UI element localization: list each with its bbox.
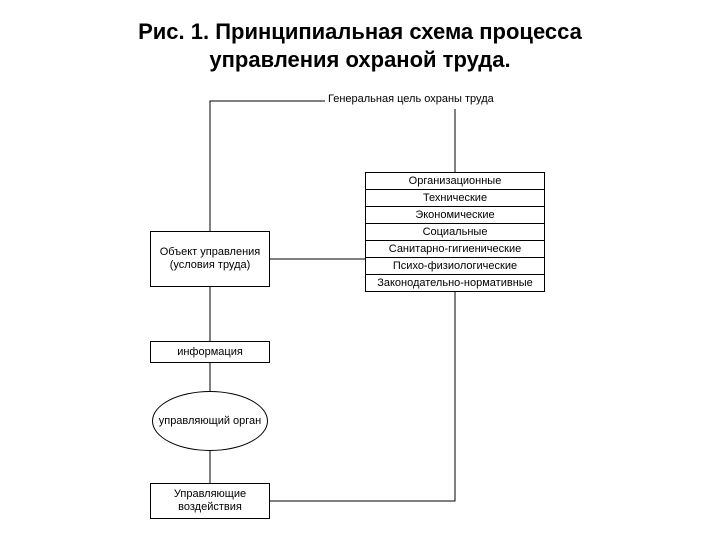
organ-label: управляющий орган (159, 415, 262, 428)
impacts-box: Управляющие воздействия (150, 483, 270, 519)
category-row: Санитарно-гигиенические (366, 241, 544, 258)
category-row: Организационные (366, 173, 544, 190)
categories-table: ОрганизационныеТехническиеЭкономическиеС… (365, 172, 545, 292)
category-row: Экономические (366, 207, 544, 224)
category-row: Законодательно-нормативные (366, 275, 544, 291)
category-row: Технические (366, 190, 544, 207)
object-box: Объект управления (условия труда) (150, 231, 270, 287)
object-label: Объект управления (условия труда) (151, 246, 269, 271)
info-label: информация (177, 346, 243, 359)
info-box: информация (150, 341, 270, 363)
title-line-2: управления охраной труда. (209, 47, 510, 72)
figure-title: Рис. 1. Принципиальная схема процесса уп… (0, 0, 720, 73)
diagram-edges (0, 73, 720, 543)
category-row: Социальные (366, 224, 544, 241)
category-row: Психо-физиологические (366, 258, 544, 275)
title-line-1: Рис. 1. Принципиальная схема процесса (138, 19, 582, 44)
goal-label: Генеральная цель охраны труда (328, 93, 588, 109)
diagram-canvas: Генеральная цель охраны труда Объект упр… (0, 73, 720, 543)
impacts-label: Управляющие воздействия (151, 488, 269, 513)
organ-ellipse: управляющий орган (152, 391, 268, 451)
